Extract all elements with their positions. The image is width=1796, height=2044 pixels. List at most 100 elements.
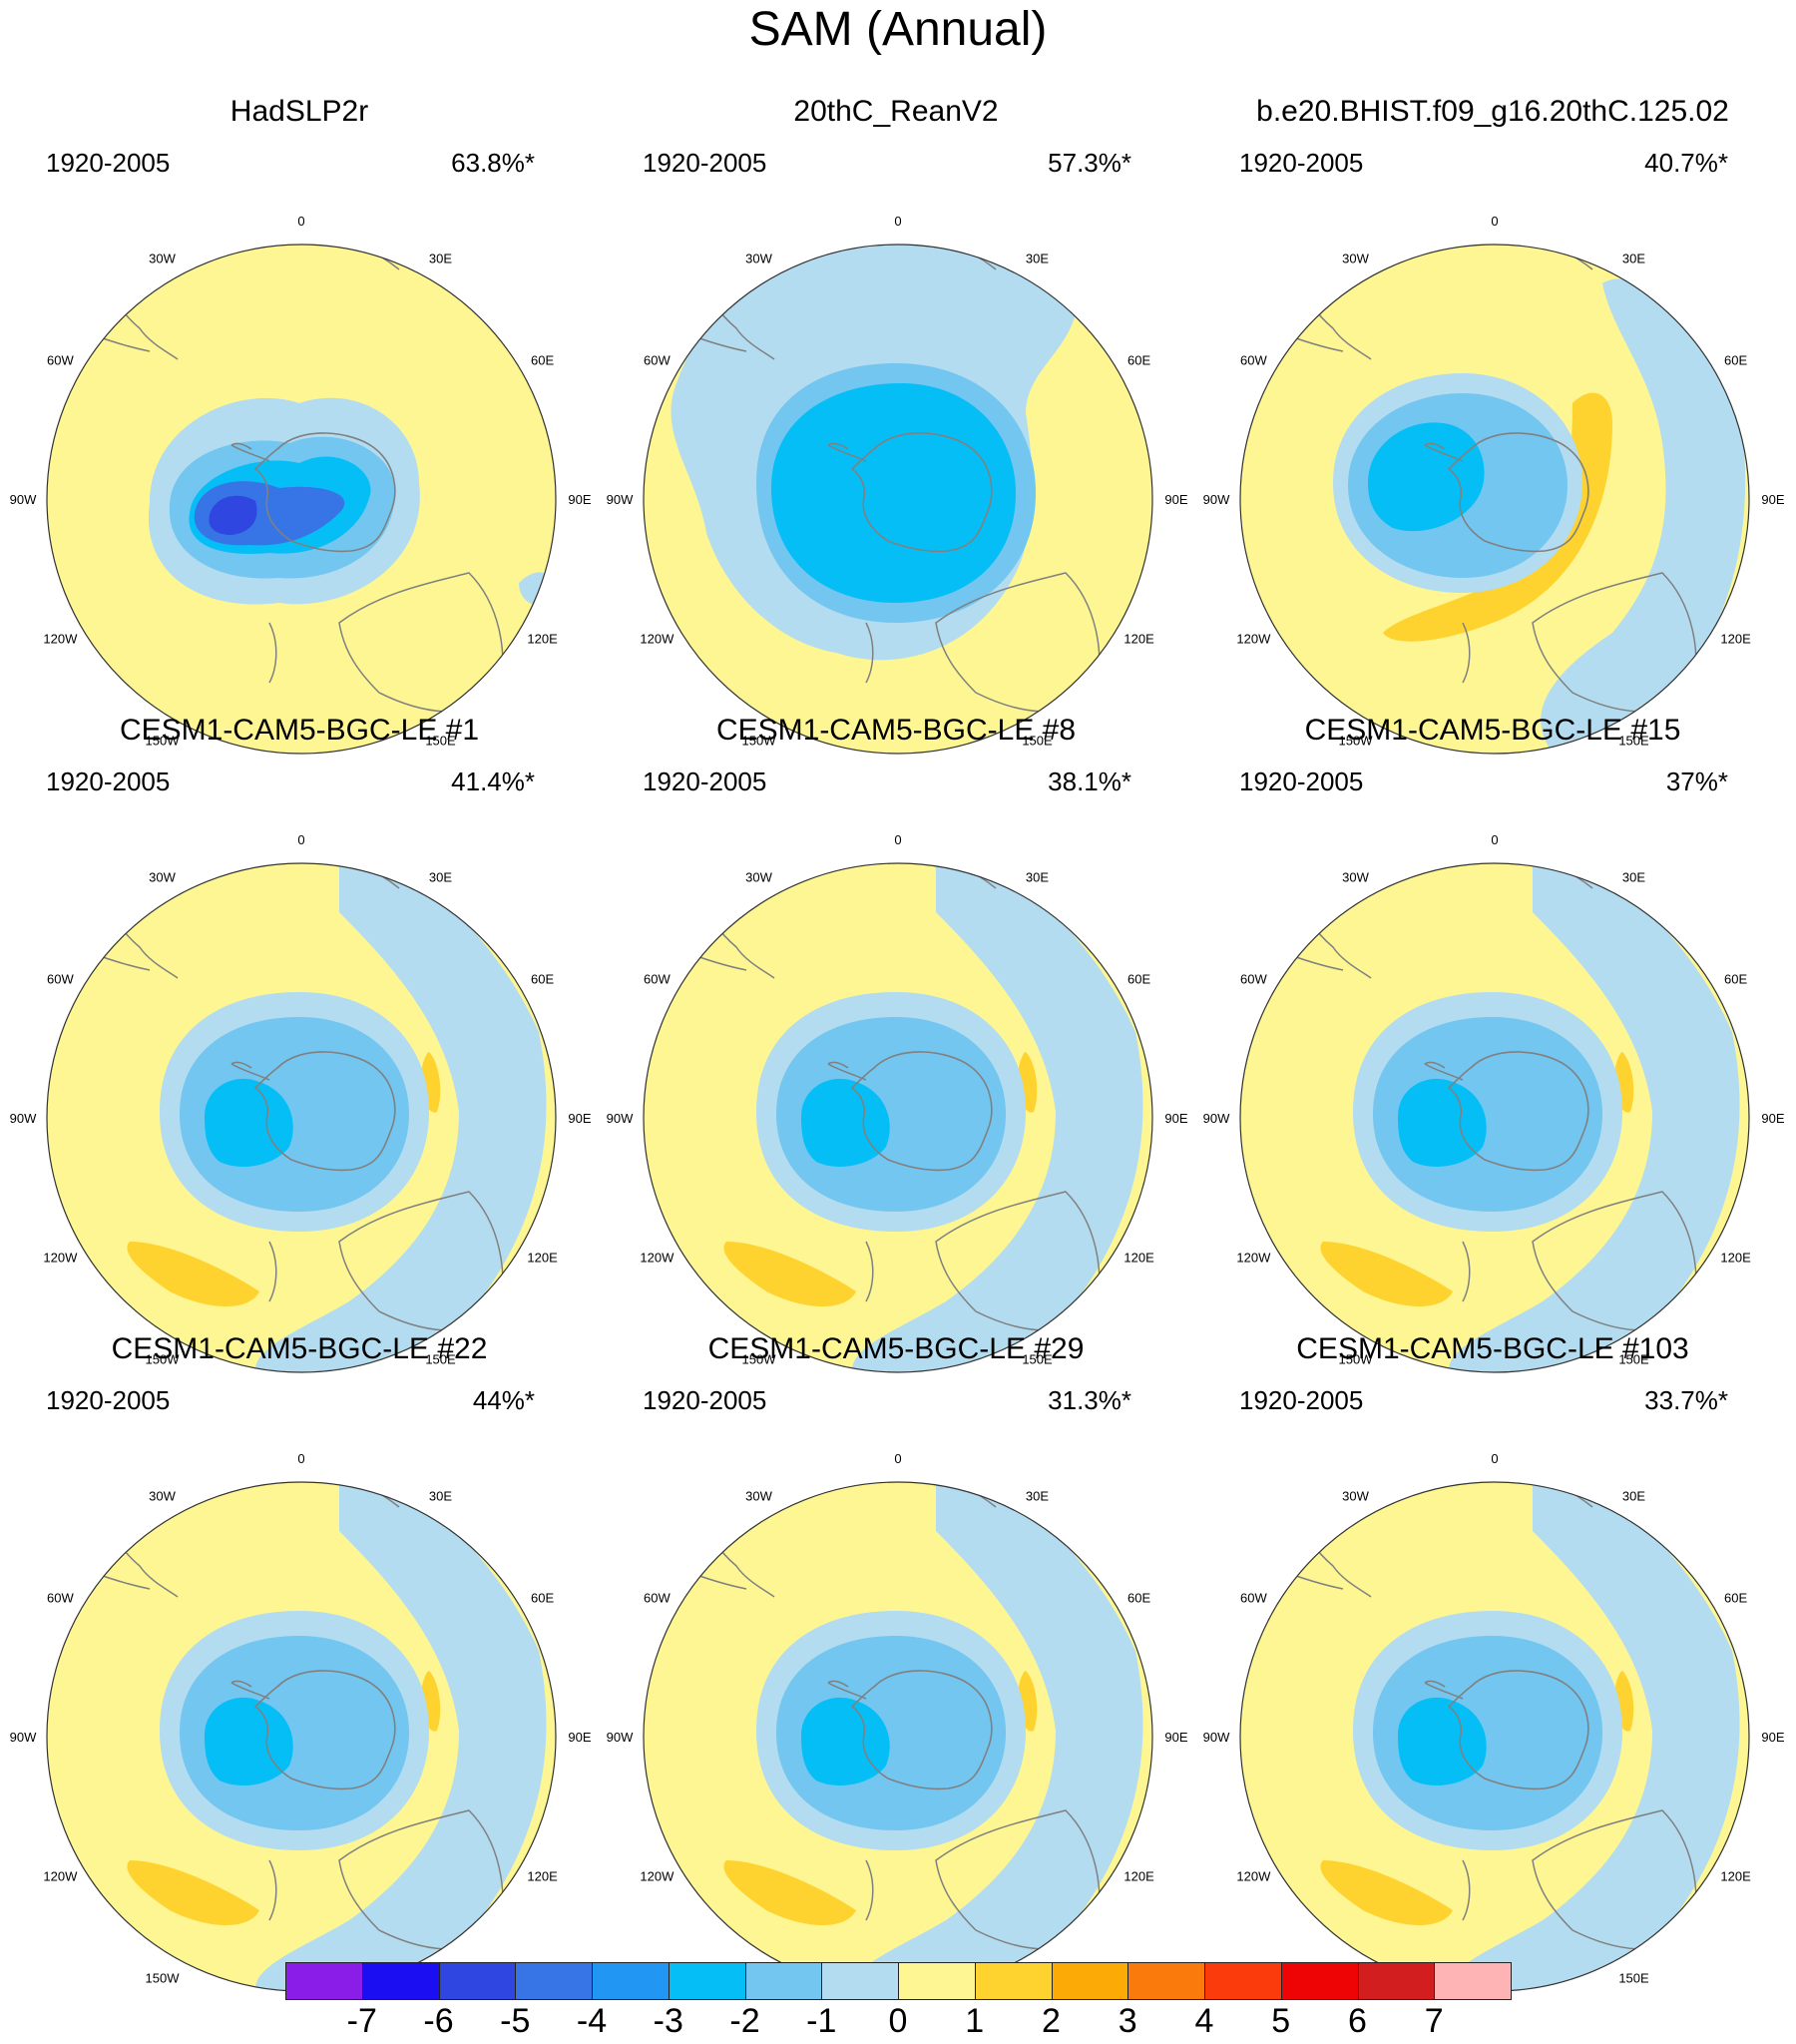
longitude-label: 30W (149, 869, 176, 884)
longitude-label: 0 (894, 832, 901, 847)
colorbar-tick-label: -5 (500, 2002, 531, 2040)
period-label: 1920-2005 (643, 766, 767, 796)
variance-label: 37%* (1665, 766, 1728, 796)
longitude-label: 0 (1491, 214, 1498, 229)
colorbar-swatch (744, 1962, 823, 2000)
longitude-label: 180 (1484, 1389, 1506, 1391)
colorbar-swatch (515, 1962, 593, 2000)
longitude-label: 120W (43, 1251, 78, 1266)
longitude-label: 90E (568, 492, 591, 507)
variance-label: 31.3%* (1048, 1385, 1131, 1415)
map-border (46, 862, 557, 1373)
longitude-label: 150W (742, 734, 777, 749)
longitude-label: 120W (1236, 1869, 1271, 1884)
longitude-label: 150E (1022, 1352, 1053, 1367)
colorbar-tick-label: 6 (1348, 2002, 1367, 2040)
period-label: 1920-2005 (1239, 766, 1364, 796)
map-field (47, 863, 556, 1372)
colorbar-swatch (1280, 1962, 1359, 2000)
colorbar-swatch (1127, 1962, 1205, 2000)
longitude-label: 120W (43, 632, 78, 647)
colorbar-swatch (592, 1962, 670, 2000)
longitude-label: 150E (425, 734, 456, 749)
longitude-label: 120E (1123, 1869, 1154, 1884)
longitude-label: 0 (1491, 832, 1498, 847)
variance-label: 63.8%* (451, 148, 535, 178)
longitude-label: 120W (640, 1251, 674, 1266)
map-panel: CESM1-CAM5-BGC-LE #29 0 30E 60E 90E 120E 150E 1… (597, 1329, 1195, 2010)
colorbar-legend: -7 -6 -5 -4 -3 -2 -1 0 1 2 3 4 5 6 7 (285, 1962, 1512, 2040)
colorbar-swatch (898, 1962, 976, 2000)
longitude-label: 150W (1339, 734, 1374, 749)
colorbar-swatch (361, 1962, 440, 2000)
colorbar-tick-label: 3 (1118, 2002, 1137, 2040)
variance-label: 33.7%* (1644, 1385, 1728, 1415)
longitude-label: 60W (47, 1591, 74, 1606)
longitude-label: 150E (1618, 1352, 1649, 1367)
longitude-label: 120W (1236, 632, 1271, 647)
longitude-label: 180 (290, 1389, 312, 1391)
longitude-label: 0 (894, 1451, 901, 1466)
longitude-label: 90W (607, 1730, 634, 1745)
longitude-label: 90W (1203, 1730, 1230, 1745)
longitude-label: 30W (1342, 1488, 1369, 1503)
longitude-label: 150E (425, 1352, 456, 1367)
longitude-label: 150E (1618, 1971, 1649, 1986)
longitude-label: 60E (1724, 353, 1747, 368)
longitude-label: 90E (1164, 1730, 1187, 1745)
longitude-label: 60W (1240, 972, 1267, 987)
longitude-label: 90E (568, 1111, 591, 1126)
longitude-label: 60W (47, 353, 74, 368)
longitude-label: 30W (1342, 869, 1369, 884)
colorbar-tick-label: -3 (653, 2002, 683, 2040)
map-panel: CESM1-CAM5-BGC-LE #8 0 30E 60E 90E 120E 150E 18… (597, 711, 1195, 1391)
longitude-label: 30W (745, 869, 772, 884)
longitude-label: 30E (1026, 869, 1049, 884)
longitude-label: 60E (1127, 353, 1150, 368)
panel-title: 20thC_ReanV2 (793, 95, 999, 128)
variance-label: 41.4%* (451, 766, 535, 796)
period-label: 1920-2005 (1239, 148, 1364, 178)
colorbar-tick-label: -7 (346, 2002, 377, 2040)
colorbar-tick-label: -4 (576, 2002, 608, 2040)
map-border (1239, 862, 1750, 1373)
map-field (644, 1482, 1152, 1991)
period-label: 1920-2005 (46, 1385, 171, 1415)
polar-map: 030E60E90E120E150E180150W120W90W60W30W (1203, 1451, 1785, 2010)
colorbar-tick-label: 7 (1424, 2002, 1444, 2040)
longitude-label: 150E (1022, 734, 1053, 749)
longitude-label: 150W (146, 734, 181, 749)
map-panel: CESM1-CAM5-BGC-LE #103 0 30E 60E 90E 120E 150E… (1193, 1329, 1792, 2010)
longitude-label: 90W (607, 1111, 634, 1126)
longitude-label: 60E (1127, 972, 1150, 987)
colorbar-swatch (285, 1962, 363, 2000)
variance-label: 44%* (472, 1385, 535, 1415)
polar-map: 030E60E90E120E150E180150W120W90W60W30W (1203, 832, 1785, 1391)
longitude-label: 180 (887, 770, 909, 772)
longitude-label: 0 (297, 214, 304, 229)
period-label: 1920-2005 (643, 148, 767, 178)
polar-map: 030E60E90E120E150E180150W120W90W60W30W (10, 832, 592, 1391)
longitude-label: 0 (297, 1451, 304, 1466)
colorbar-swatch (974, 1962, 1053, 2000)
map-panel: HadSLP2r 0 30E 60E 90E 120E 150E 180 150W 120W 90W… (0, 92, 599, 772)
variance-label: 40.7%* (1644, 148, 1728, 178)
colorbar-swatch (1051, 1962, 1129, 2000)
longitude-label: 60E (531, 353, 554, 368)
polar-map: 030E60E90E120E150E180150W120W90W60W30W (607, 832, 1188, 1391)
longitude-label: 90W (607, 492, 634, 507)
longitude-label: 60E (531, 1591, 554, 1606)
period-label: 1920-2005 (46, 766, 171, 796)
polar-map: 030E60E90E120E150E180150W120W90W60W30W (1203, 214, 1785, 772)
longitude-label: 90W (1203, 492, 1230, 507)
longitude-label: 0 (1491, 1451, 1498, 1466)
longitude-label: 180 (1484, 770, 1506, 772)
longitude-label: 60W (1240, 353, 1267, 368)
colorbar-swatch (438, 1962, 517, 2000)
longitude-label: 90E (1164, 1111, 1187, 1126)
panel-title: HadSLP2r (229, 95, 369, 128)
longitude-label: 60E (1724, 972, 1747, 987)
colorbar-swatch (1357, 1962, 1436, 2000)
map-field (1240, 863, 1749, 1372)
panel-title: CESM1-CAM5-BGC-LE #1 (119, 714, 480, 747)
